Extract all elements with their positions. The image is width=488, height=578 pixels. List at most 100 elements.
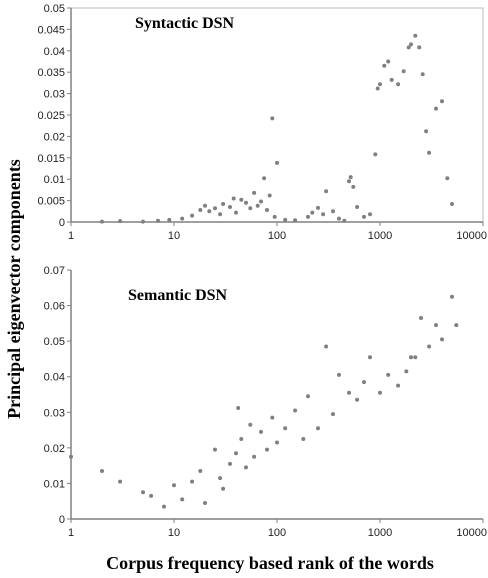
data-point [337, 372, 341, 377]
data-point [234, 210, 238, 215]
data-point [386, 59, 391, 64]
data-point [401, 69, 406, 74]
data-point [355, 397, 360, 402]
data-point [386, 372, 391, 377]
data-point [434, 323, 438, 328]
data-point [321, 212, 326, 217]
data-point [413, 355, 418, 360]
data-point [180, 497, 185, 502]
data-point [348, 175, 353, 180]
data-point [265, 208, 269, 212]
x-tick-label: 1000 [368, 230, 392, 242]
data-point [262, 176, 267, 181]
data-point [293, 218, 298, 223]
data-point [252, 454, 257, 459]
y-tick-label: 0.02 [44, 443, 65, 455]
chart-title: Semantic DSN [128, 287, 228, 304]
data-point [248, 422, 253, 427]
syntactic-ticks: 1 10 100 1000 10000 0 0.005 0.01 0.015 0.02 0.025 0… [37, 3, 487, 242]
data-point [213, 447, 217, 452]
data-point [118, 479, 123, 484]
x-tick-label: 10000 [456, 527, 487, 539]
data-point [255, 203, 260, 208]
y-tick-label: 0.05 [44, 336, 65, 348]
syntactic-points [100, 33, 454, 224]
data-point [440, 337, 444, 342]
data-point [454, 323, 459, 328]
data-point [434, 106, 438, 111]
data-point [236, 406, 241, 410]
y-tick-label: 0.015 [37, 153, 65, 165]
y-tick-label: 0.03 [44, 407, 65, 419]
x-tick-label: 1 [68, 230, 74, 242]
data-point [378, 82, 382, 87]
data-point [445, 176, 450, 181]
data-point [396, 383, 401, 388]
y-tick-label: 0 [59, 514, 65, 526]
y-tick-label: 0.06 [44, 301, 65, 313]
data-point [207, 209, 212, 214]
data-point [218, 212, 223, 217]
data-point [413, 33, 418, 38]
data-point [270, 415, 275, 420]
data-point [420, 72, 425, 77]
data-point [409, 42, 413, 47]
x-tick-label: 10 [168, 527, 180, 539]
data-point [141, 490, 145, 495]
data-point [190, 213, 195, 218]
data-point [406, 45, 411, 50]
data-point [267, 193, 272, 198]
data-point [172, 483, 176, 488]
data-point [331, 209, 335, 214]
x-tick-label: 1 [68, 527, 74, 539]
data-point [382, 63, 387, 68]
data-point [162, 504, 166, 509]
data-point [167, 217, 172, 222]
data-point [331, 412, 335, 417]
y-tick-label: 0.04 [44, 46, 65, 58]
data-point [427, 344, 432, 349]
data-point [156, 218, 160, 223]
chart-title: Syntactic DSN [135, 15, 235, 32]
y-tick-label: 0.03 [44, 89, 65, 101]
data-point [252, 190, 257, 195]
data-point [310, 210, 315, 215]
data-point [244, 465, 248, 470]
y-tick-label: 0.025 [37, 110, 65, 122]
y-tick-label: 0 [59, 217, 65, 229]
data-point [228, 461, 232, 466]
data-point [239, 437, 244, 441]
data-point [213, 206, 217, 211]
data-point [316, 426, 320, 431]
data-point [306, 394, 310, 399]
data-point [324, 189, 329, 194]
data-point [259, 199, 263, 204]
data-point [378, 390, 382, 395]
data-point [427, 150, 432, 155]
y-tick-label: 0.02 [44, 131, 65, 143]
data-point [342, 218, 347, 223]
y-axis-title: Principal eigenvector components [4, 159, 24, 419]
data-point [316, 205, 320, 210]
data-point [404, 369, 409, 374]
data-point [362, 214, 366, 219]
y-tick-label: 0.05 [44, 3, 65, 15]
data-point [424, 129, 429, 134]
data-point [239, 197, 244, 202]
data-point [275, 160, 279, 165]
x-tick-label: 10000 [456, 230, 487, 242]
semantic-points [69, 294, 459, 509]
data-point [221, 486, 226, 491]
y-tick-label: 0.005 [37, 196, 65, 208]
data-point [396, 82, 401, 87]
data-point [203, 203, 207, 208]
data-point [234, 451, 238, 456]
x-tick-label: 1000 [368, 527, 392, 539]
x-axis-title: Corpus frequency based rank of the words [106, 553, 434, 573]
plot-frame [70, 7, 484, 223]
data-point [149, 493, 154, 498]
data-point [373, 152, 378, 157]
data-point [180, 216, 185, 221]
data-point [368, 212, 372, 217]
data-point [198, 469, 203, 473]
